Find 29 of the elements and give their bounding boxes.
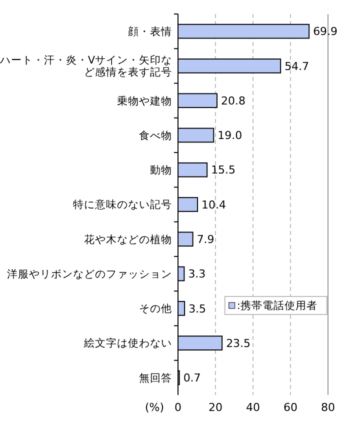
- data-label: 0.7: [183, 372, 201, 385]
- y-tick-label: 乗物や建物: [117, 94, 172, 108]
- data-label: 23.5: [226, 336, 251, 350]
- y-tick-label: 絵文字は使わない: [83, 336, 172, 350]
- y-tick-label: 動物: [150, 164, 172, 177]
- y-tick-label: ハート・汗・炎・Vサイン・矢印など感情を表す記号: [0, 54, 172, 79]
- data-label: 7.9: [196, 232, 214, 246]
- data-label: 19.0: [218, 129, 242, 142]
- x-tick-label: 80: [321, 401, 335, 414]
- data-label: 69.9: [313, 25, 338, 38]
- data-label: 15.5: [211, 164, 236, 177]
- x-tick-label: 60: [284, 401, 298, 414]
- y-tick-label: 花や木などの植物: [84, 232, 172, 246]
- x-axis-title: (%): [144, 401, 164, 414]
- x-tick-label: 0: [174, 401, 182, 414]
- x-tick-label: 20: [208, 401, 222, 414]
- data-label: 3.5: [188, 302, 206, 316]
- x-tick-label: 40: [246, 401, 260, 414]
- data-label: 54.7: [284, 60, 310, 73]
- data-label: 3.3: [188, 268, 206, 281]
- y-tick-label: 洋服やリボンなどのファッション: [7, 268, 172, 280]
- y-tick-label: 食べ物: [139, 130, 172, 142]
- legend-label: :携帯電話使用者: [236, 299, 318, 312]
- y-tick-label: 顔・表情: [128, 24, 172, 38]
- data-label: 10.4: [202, 198, 226, 212]
- y-tick-label: 特に意味のない記号: [73, 198, 172, 212]
- data-label: 20.8: [221, 94, 246, 108]
- y-tick-label: 無回答: [139, 372, 172, 384]
- y-tick-label: その他: [139, 303, 172, 316]
